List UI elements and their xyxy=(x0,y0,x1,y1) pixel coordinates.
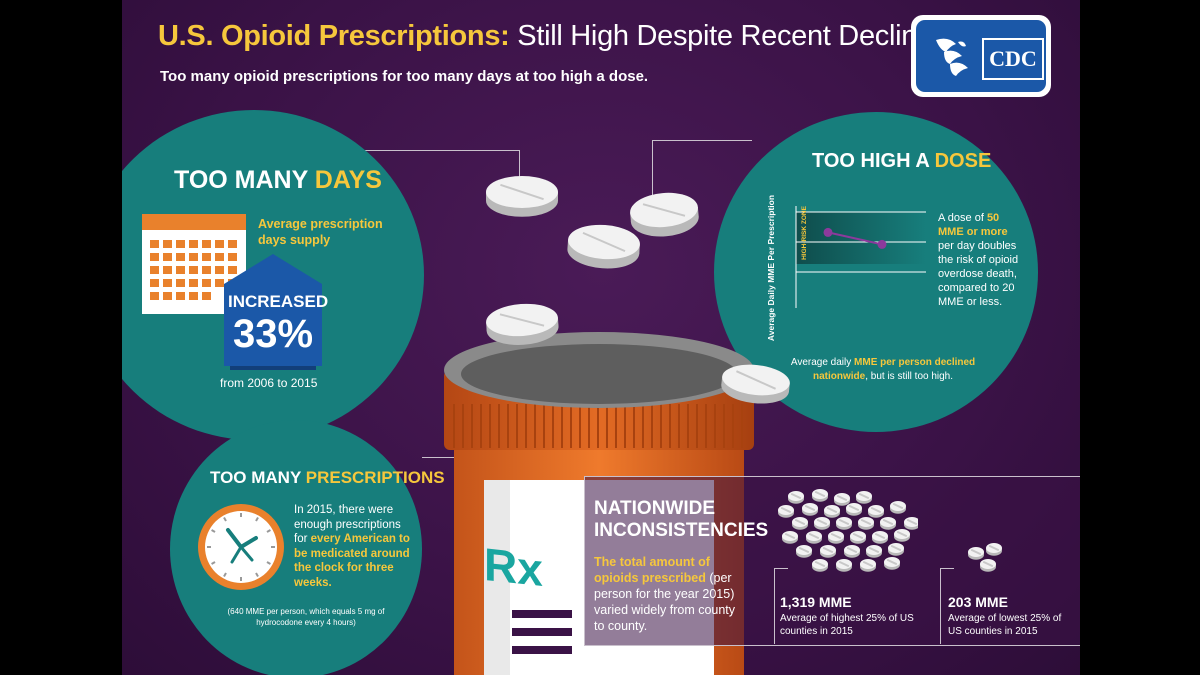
clock-icon xyxy=(198,504,284,590)
pill-dot xyxy=(778,505,794,518)
pill-dot xyxy=(904,517,918,530)
badge-top-text: INCREASED xyxy=(228,292,329,311)
pill-dot xyxy=(968,547,984,560)
series-line xyxy=(827,231,883,246)
pill-dot xyxy=(872,531,888,544)
dose-note: Average daily MME per person declined na… xyxy=(790,357,976,382)
pill-dot xyxy=(866,545,882,558)
days-footnote: from 2006 to 2015 xyxy=(220,376,318,390)
cdc-logo: CDC xyxy=(911,15,1051,97)
pill-dot xyxy=(792,517,808,530)
pill-dot xyxy=(880,517,896,530)
prescriptions-heading: TOO MANY PRESCRIPTIONS xyxy=(210,468,445,487)
panel-border-left xyxy=(584,476,585,646)
pill-dot xyxy=(860,559,876,572)
calendar-icon xyxy=(142,214,246,314)
pill-dot xyxy=(850,531,866,544)
nationwide-panel xyxy=(585,477,1080,645)
infographic: U.S. Opioid Prescriptions: Still High De… xyxy=(122,0,1080,675)
low-county-pills xyxy=(968,543,1002,572)
eagle-icon xyxy=(936,38,968,76)
pill-dot xyxy=(812,559,828,572)
pill-dot xyxy=(806,531,822,544)
page-title: U.S. Opioid Prescriptions: Still High De… xyxy=(158,20,947,53)
divider-line xyxy=(940,568,954,569)
high-risk-zone xyxy=(796,212,926,264)
pill-dot xyxy=(836,517,852,530)
falling-pills xyxy=(486,176,790,404)
pill-dot xyxy=(820,545,836,558)
pill-dot xyxy=(834,493,850,506)
pill-dot xyxy=(888,543,904,556)
panel-border-bottom xyxy=(584,645,1080,646)
high-county-pills xyxy=(778,489,918,572)
dose-chart: 755025HIGH-RISK ZONE20062015 xyxy=(795,205,926,308)
low-label: Average of lowest 25% of US counties in … xyxy=(948,613,1062,637)
rx-label: Rx xyxy=(484,537,543,597)
nationwide-heading: NATIONWIDE INCONSISTENCIES xyxy=(594,498,769,541)
data-point xyxy=(823,227,833,237)
pill-dot xyxy=(868,505,884,518)
zone-label: HIGH-RISK ZONE xyxy=(801,205,808,259)
pill-dot xyxy=(836,559,852,572)
pill-dot xyxy=(824,505,840,518)
pill-dot xyxy=(796,545,812,558)
days-heading: TOO MANY DAYS xyxy=(174,166,382,194)
connector-line xyxy=(652,140,653,195)
dose-heading: TOO HIGH A DOSE xyxy=(812,150,992,172)
pill-dot xyxy=(846,503,862,516)
pill-dot xyxy=(980,559,996,572)
pill xyxy=(486,176,558,217)
pill-dot xyxy=(828,531,844,544)
pill-dot xyxy=(814,517,830,530)
connector-line xyxy=(519,150,520,180)
prescriptions-footnote: (640 MME per person, which equals 5 mg o… xyxy=(227,607,385,627)
days-label: Average prescription days supply xyxy=(258,217,383,247)
pill-dot xyxy=(856,491,872,504)
dose-description: A dose of 50 MME or more per day doubles… xyxy=(938,212,1019,308)
increase-badge xyxy=(224,254,322,370)
title-rest: Still High Despite Recent Declines xyxy=(517,20,948,52)
pill-dot xyxy=(788,491,804,504)
pill xyxy=(486,303,559,345)
pill-dot xyxy=(802,503,818,516)
high-label: Average of highest 25% of US counties in… xyxy=(780,613,914,637)
pill-dot xyxy=(890,501,906,514)
pill-dot xyxy=(884,557,900,570)
low-value: 203 MME xyxy=(948,594,1008,610)
data-point xyxy=(877,239,887,249)
divider-line xyxy=(940,568,941,644)
connector-line xyxy=(652,140,752,141)
pill-dot xyxy=(986,543,1002,556)
pill-dot xyxy=(844,545,860,558)
page-subtitle: Too many opioid prescriptions for too ma… xyxy=(160,68,649,85)
pill-dot xyxy=(782,531,798,544)
pill-dot xyxy=(812,489,828,502)
pill-dot xyxy=(858,517,874,530)
nationwide-body: The total amount of opioids prescribed (… xyxy=(594,555,736,633)
cdc-wordmark: CDC xyxy=(982,38,1044,80)
divider-line xyxy=(774,568,775,644)
divider-line xyxy=(774,568,788,569)
panel-border-top xyxy=(584,476,1080,477)
badge-value: 33% xyxy=(232,312,314,356)
title-emphasis: U.S. Opioid Prescriptions: xyxy=(158,20,510,52)
pill xyxy=(721,364,790,404)
prescriptions-body: In 2015, there were enough prescriptions… xyxy=(294,504,410,589)
pill xyxy=(630,192,699,237)
pill xyxy=(567,224,640,269)
connector-line xyxy=(322,150,520,151)
pill-dot xyxy=(894,529,910,542)
high-value: 1,319 MME xyxy=(780,594,852,610)
